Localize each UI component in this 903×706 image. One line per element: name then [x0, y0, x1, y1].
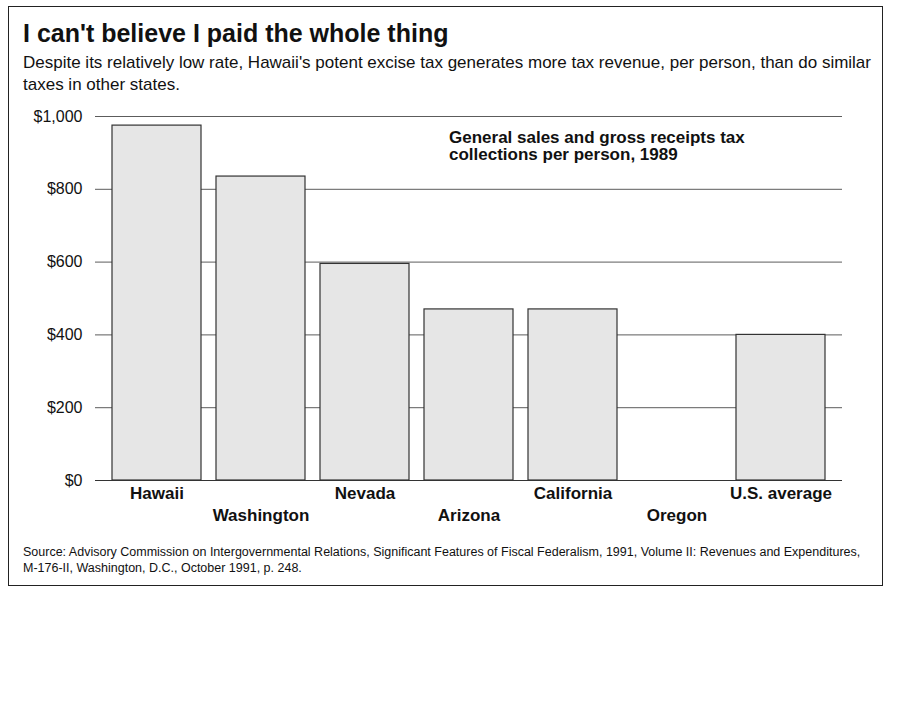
svg-text:$400: $400 — [47, 326, 83, 343]
html-text:I can't believe I paid the who: I can't believe I paid the whole thing — [23, 19, 449, 47]
svg-text:Washington: Washington — [213, 506, 310, 525]
svg-text:California: California — [534, 484, 613, 503]
svg-text:Hawaii: Hawaii — [130, 484, 184, 503]
html-text:Despite its relatively low rat: Despite its relatively low rate, Hawaii'… — [23, 53, 871, 95]
svg-text:$0: $0 — [65, 472, 83, 489]
svg-text:Nevada: Nevada — [335, 484, 396, 503]
svg-text:U.S. average: U.S. average — [730, 484, 832, 503]
svg-text:Oregon: Oregon — [647, 506, 707, 525]
svg-text:$1,000: $1,000 — [34, 108, 83, 125]
svg-text:General sales and gross receip: General sales and gross receipts taxcoll… — [449, 128, 745, 164]
svg-text:Arizona: Arizona — [438, 506, 501, 525]
svg-text:$200: $200 — [47, 399, 83, 416]
html-text:Source: Advisory Commission on: Source: Advisory Commission on Intergove… — [23, 545, 861, 576]
svg-text:$800: $800 — [47, 181, 83, 198]
svg-text:$600: $600 — [47, 253, 83, 270]
